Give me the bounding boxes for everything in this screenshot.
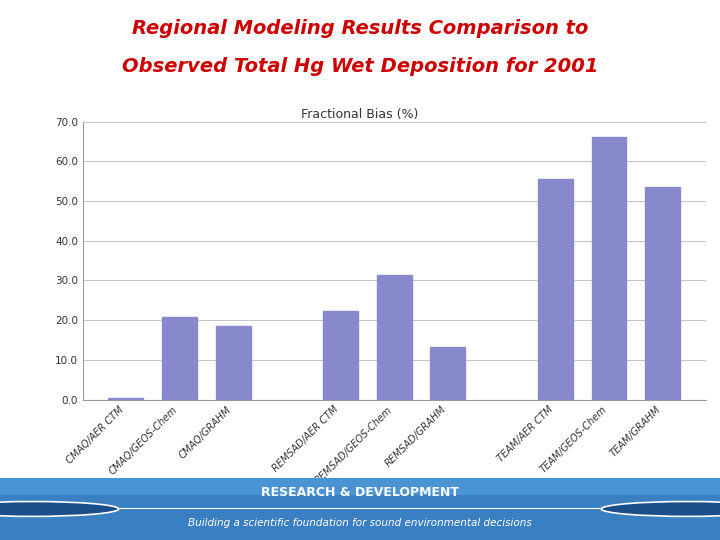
Text: Building a scientific foundation for sound environmental decisions: Building a scientific foundation for sou… bbox=[188, 518, 532, 528]
Bar bbox=[377, 275, 412, 400]
Text: RESEARCH & DEVELOPMENT: RESEARCH & DEVELOPMENT bbox=[261, 487, 459, 500]
Text: Fractional Bias (%): Fractional Bias (%) bbox=[301, 108, 419, 121]
Text: Observed Total Hg Wet Deposition for 2001: Observed Total Hg Wet Deposition for 200… bbox=[122, 57, 598, 76]
Bar bbox=[108, 399, 143, 400]
Bar bbox=[592, 137, 626, 400]
Bar bbox=[431, 347, 465, 400]
Circle shape bbox=[0, 502, 119, 516]
FancyBboxPatch shape bbox=[0, 478, 720, 495]
Bar bbox=[162, 318, 197, 400]
Bar bbox=[216, 326, 251, 400]
Bar bbox=[323, 312, 358, 400]
Circle shape bbox=[601, 502, 720, 516]
Bar bbox=[645, 187, 680, 400]
Bar bbox=[538, 179, 572, 400]
Text: Regional Modeling Results Comparison to: Regional Modeling Results Comparison to bbox=[132, 19, 588, 38]
FancyBboxPatch shape bbox=[0, 478, 720, 540]
